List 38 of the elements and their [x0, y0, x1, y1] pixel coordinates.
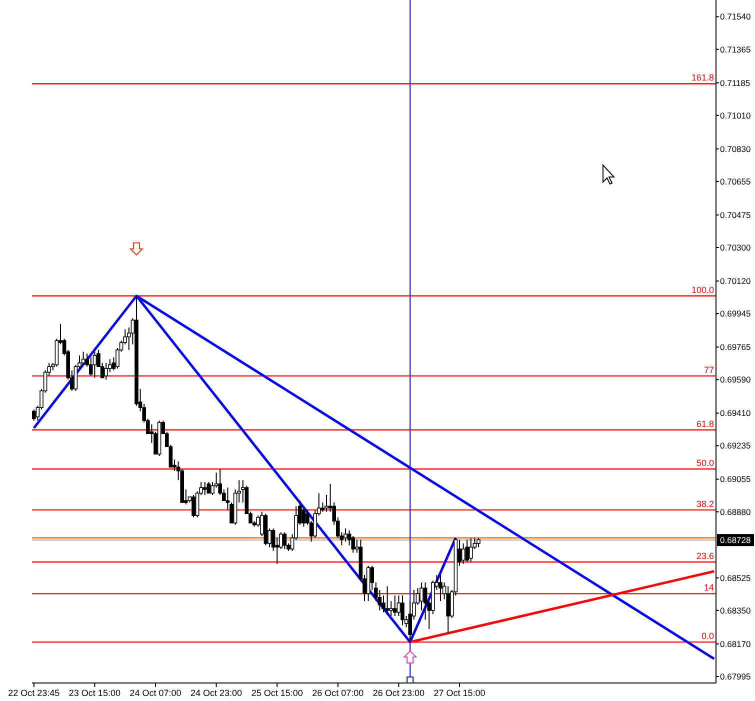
y-tick-label: 0.69590: [720, 374, 751, 385]
x-tick-label: 24 Oct 07:00: [130, 688, 182, 698]
annotation: 100.0: [691, 284, 714, 295]
y-tick-label: 0.71540: [720, 12, 751, 22]
y-tick-label: 0.68350: [720, 605, 751, 616]
x-tick-label: 22 Oct 23:45: [8, 688, 60, 698]
y-tick-label: 0.67995: [720, 671, 751, 682]
x-tick-label: 25 Oct 15:00: [251, 688, 303, 698]
annotation: 38.2: [696, 498, 714, 509]
y-tick-label: 0.69410: [720, 408, 751, 418]
annotation: 61.8: [696, 418, 714, 429]
y-tick-label: 0.69765: [720, 342, 751, 352]
y-tick-label: 0.71185: [720, 78, 750, 88]
y-tick-label: 0.68880: [720, 506, 751, 517]
y-tick-label: 0.69055: [720, 474, 751, 484]
y-tick-label: 0.70655: [720, 176, 751, 186]
annotation: 23.6: [696, 551, 714, 562]
y-tick-label: 0.70300: [720, 242, 751, 252]
annotation: 0.0: [701, 631, 714, 642]
x-tick-label: 26 Oct 23:00: [372, 688, 424, 698]
x-tick-label: 24 Oct 23:00: [190, 688, 242, 698]
annotation: 77: [704, 364, 714, 375]
y-tick-label: 0.69945: [720, 308, 751, 319]
annotation: 14: [704, 582, 714, 593]
annotation: 161.8: [691, 72, 714, 83]
y-tick-label: 0.71010: [720, 110, 751, 120]
x-tick-label: 27 Oct 15:00: [434, 688, 486, 698]
annotation: 50.0: [696, 458, 714, 468]
y-tick-label: 0.70830: [720, 144, 751, 154]
x-tick-label: 26 Oct 07:00: [312, 688, 364, 698]
y-tick-label: 0.70120: [720, 276, 751, 286]
ref-line-label: 0.68728: [720, 535, 751, 546]
y-tick-label: 0.71365: [720, 44, 751, 54]
x-tick-label: 23 Oct 15:00: [68, 688, 120, 698]
y-tick-label: 0.68525: [720, 572, 751, 583]
y-tick-label: 0.68170: [720, 638, 751, 649]
y-tick-label: 0.69235: [720, 440, 751, 451]
y-tick-label: 0.70475: [720, 210, 751, 220]
